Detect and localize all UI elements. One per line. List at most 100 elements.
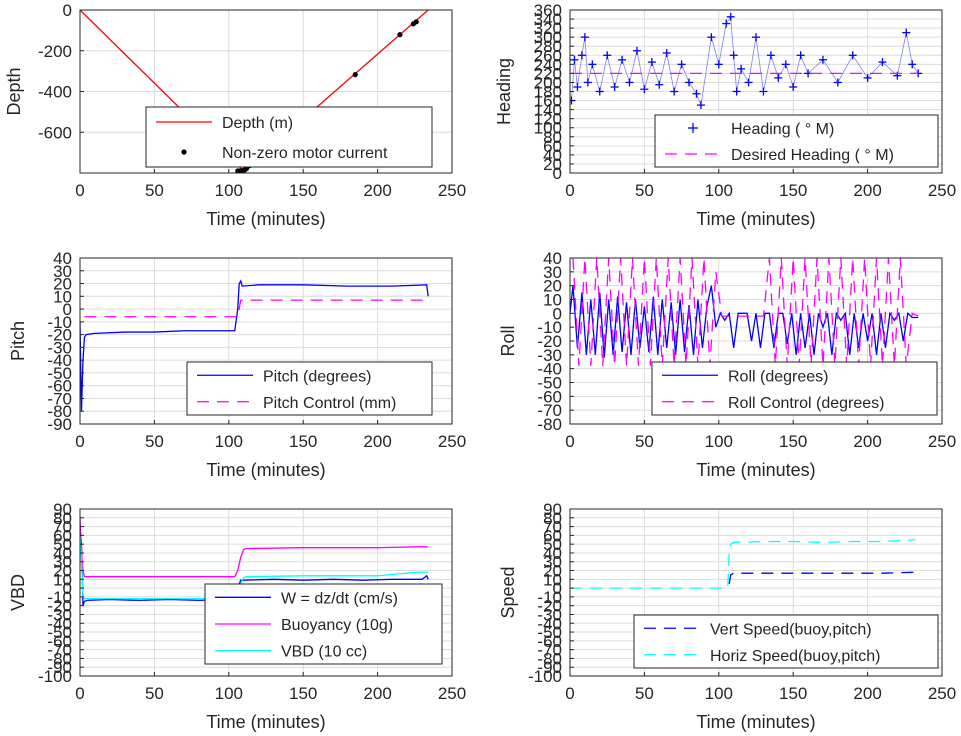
legend-label: Non-zero motor current [222, 145, 388, 162]
x-tick-label: 50 [145, 684, 164, 703]
y-tick-label: 60 [53, 526, 72, 545]
legend-entry: Horiz Speed(buoy,pitch) [644, 648, 880, 665]
x-tick-label: 250 [438, 684, 466, 703]
x-tick-label: 200 [853, 684, 881, 703]
y-tick-label: -50 [537, 374, 562, 393]
y-tick-label: 40 [543, 544, 562, 563]
y-tick-label: 10 [53, 570, 72, 589]
data-point [413, 19, 419, 25]
y-tick-label: 240 [534, 55, 562, 74]
x-tick-label: 150 [289, 684, 317, 703]
y-tick-label: -70 [47, 389, 72, 408]
legend: Roll (degrees) Roll Control (degrees) [651, 361, 938, 416]
y-tick-label: -30 [537, 346, 562, 365]
legend-label: Horiz Speed(buoy,pitch) [710, 648, 880, 665]
x-tick-label: 100 [705, 432, 733, 451]
series-line [572, 258, 919, 366]
y-tick-label: -90 [537, 658, 562, 677]
legend-entry: Pitch Control (mm) [197, 395, 396, 412]
y-tick-label: -100 [38, 667, 72, 686]
x-tick-label: 100 [215, 684, 243, 703]
legend-box [633, 614, 939, 669]
legend-box [654, 114, 939, 168]
y-tick-label: 200 [534, 73, 562, 92]
y-tick-label: 320 [534, 19, 562, 38]
x-tick-label: 200 [853, 432, 881, 451]
y-axis-label: Depth [4, 67, 24, 115]
x-tick-label: 0 [565, 684, 574, 703]
legend-label: Buoyancy (10g) [281, 617, 393, 634]
y-tick-label: -40 [537, 360, 562, 379]
x-axis-label: Time (minutes) [696, 209, 815, 229]
legend-box [651, 361, 938, 416]
y-tick-label: -10 [47, 588, 72, 607]
y-tick-label: -40 [537, 614, 562, 633]
x-tick-label: 150 [779, 684, 807, 703]
y-tick-label: -20 [47, 326, 72, 345]
x-tick-label: 150 [779, 181, 807, 200]
x-tick-label: 150 [779, 432, 807, 451]
legend-entry: Desired Heading ( ° M) [665, 147, 894, 164]
x-tick-label: 0 [565, 432, 574, 451]
y-tick-label: 160 [534, 92, 562, 111]
y-tick-label: 80 [53, 509, 72, 528]
x-tick-label: 200 [363, 684, 391, 703]
x-tick-label: 250 [928, 181, 956, 200]
y-tick-label: 50 [543, 535, 562, 554]
x-tick-label: 50 [145, 181, 164, 200]
y-tick-label: 0 [553, 164, 562, 183]
y-tick-label: -10 [537, 588, 562, 607]
y-tick-label: -50 [537, 623, 562, 642]
series-group [570, 12, 923, 110]
y-tick-label: -600 [38, 123, 72, 142]
y-tick-label: 260 [534, 46, 562, 65]
chart-heading: 0 50 100 150 200 2500204060801001201401601802… [494, 1, 956, 229]
y-tick-label: 30 [53, 553, 72, 572]
legend: Vert Speed(buoy,pitch) Horiz Speed(buoy,p… [633, 614, 939, 669]
y-tick-label: 120 [534, 110, 562, 129]
y-tick-label: -50 [47, 623, 72, 642]
x-tick-label: 150 [289, 432, 317, 451]
legend: Pitch (degrees) Pitch Control (mm) [186, 361, 433, 416]
legend-swatch [181, 149, 187, 155]
legend-label: Heading ( ° M) [731, 121, 834, 138]
x-tick-label: 0 [75, 181, 84, 200]
legend-label: W = dz/dt (cm/s) [281, 590, 398, 607]
y-tick-label: 20 [53, 562, 72, 581]
y-tick-label: 30 [53, 262, 72, 281]
y-tick-label: 40 [53, 544, 72, 563]
y-tick-label: 0 [63, 1, 72, 20]
legend-entry: Roll (degrees) [662, 368, 828, 385]
y-tick-label: -90 [47, 415, 72, 434]
y-tick-label: 340 [534, 10, 562, 29]
x-tick-label: 0 [75, 432, 84, 451]
y-tick-label: -100 [528, 667, 562, 686]
legend-entry: Heading ( ° M) [688, 121, 834, 138]
y-tick-label: 140 [534, 101, 562, 120]
y-axis-label: Heading [494, 58, 514, 125]
series-line [570, 539, 916, 589]
y-tick-label: 60 [543, 137, 562, 156]
y-tick-label: -10 [47, 313, 72, 332]
series-line [80, 279, 429, 412]
legend-entry: Non-zero motor current [181, 145, 388, 162]
legend-entry: W = dz/dt (cm/s) [215, 590, 398, 607]
x-tick-label: 0 [565, 181, 574, 200]
y-tick-label: 70 [53, 518, 72, 537]
y-tick-label: 40 [53, 249, 72, 268]
y-tick-label: 10 [543, 570, 562, 589]
chart-vbd: 0 50 100 150 200 2509080706050403020100-10-20… [8, 500, 466, 732]
y-tick-label: -60 [47, 632, 72, 651]
y-tick-label: 60 [543, 526, 562, 545]
x-axis-label: Time (minutes) [696, 712, 815, 732]
y-tick-label: -40 [47, 614, 72, 633]
y-tick-label: 280 [534, 37, 562, 56]
legend-box [186, 361, 433, 416]
legend-label: Pitch Control (mm) [263, 395, 396, 412]
x-tick-label: 250 [438, 432, 466, 451]
x-axis-label: Time (minutes) [206, 712, 325, 732]
y-tick-label: -80 [47, 649, 72, 668]
x-tick-label: 200 [363, 181, 391, 200]
y-tick-label: 180 [534, 83, 562, 102]
legend-entry: Pitch (degrees) [197, 368, 372, 385]
